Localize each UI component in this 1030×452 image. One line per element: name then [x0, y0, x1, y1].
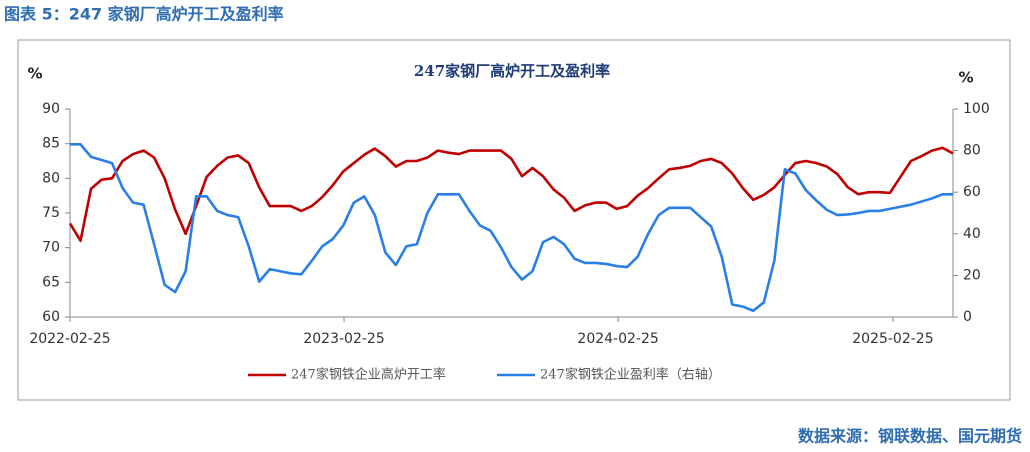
y2-tick-label: 60 — [963, 184, 981, 200]
y2-tick-label: 100 — [963, 101, 990, 117]
y-tick-label: 85 — [42, 136, 60, 152]
source-note: 数据来源：钢联数据、国元期货 — [798, 427, 1022, 446]
y2-tick-label: 20 — [963, 267, 981, 283]
plot-area: 60 65 70 75 80 85 90 0 20 40 60 80 100 2022-02-25 2023… — [29, 101, 989, 383]
y2-axis-unit: % — [958, 69, 973, 87]
series-line — [68, 146, 954, 243]
y-tick-label: 80 — [42, 170, 60, 186]
x-tick-label: 2025-02-25 — [852, 331, 933, 347]
legend-label: 247家钢铁企业盈利率（右轴） — [540, 367, 721, 383]
y-tick-label: 70 — [42, 240, 60, 256]
figure-caption: 图表 5：247 家钢厂高炉开工及盈利率 — [4, 5, 284, 24]
x-tick-label: 2024-02-25 — [577, 331, 658, 347]
y2-tick-label: 0 — [963, 309, 972, 325]
y-axis-unit: % — [27, 65, 42, 83]
legend-label: 247家钢铁企业高炉开工率 — [291, 367, 446, 383]
chart-title: 247家钢厂高炉开工及盈利率 — [414, 62, 610, 80]
y2-tick-label: 40 — [963, 226, 981, 242]
y-tick-label: 65 — [42, 274, 60, 290]
y-tick-label: 75 — [42, 205, 60, 221]
y2-tick-label: 80 — [963, 143, 981, 159]
y-tick-label: 60 — [42, 309, 60, 325]
x-tick-label: 2022-02-25 — [29, 331, 110, 347]
series-line — [70, 143, 953, 313]
y-tick-label: 90 — [42, 101, 60, 117]
x-tick-label: 2023-02-25 — [303, 331, 384, 347]
chart-frame — [17, 39, 1011, 401]
